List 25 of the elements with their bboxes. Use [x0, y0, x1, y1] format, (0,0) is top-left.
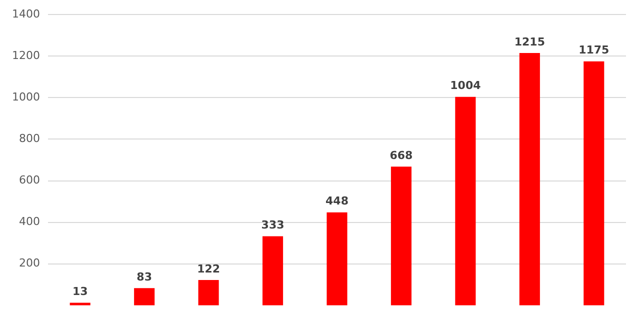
bar: [390, 166, 412, 306]
data-label: 333: [261, 218, 284, 232]
data-label: 83: [136, 270, 152, 284]
y-tick-label: 600: [18, 174, 40, 187]
bar: [70, 302, 90, 306]
y-tick-label: 1200: [12, 49, 40, 62]
y-tick-label: 1000: [12, 90, 40, 104]
data-label: 668: [390, 149, 413, 162]
bar: [455, 96, 476, 306]
y-tick-label: 800: [18, 132, 40, 146]
bar: [198, 280, 219, 306]
data-label: 448: [326, 194, 348, 208]
data-label: 13: [72, 285, 88, 298]
data-label: 1215: [514, 35, 545, 48]
bar: [519, 53, 540, 306]
y-tick-label: 1400: [12, 7, 40, 20]
bar: [262, 236, 284, 306]
data-label: 1175: [578, 44, 610, 57]
y-tick-label: 400: [18, 215, 40, 228]
data-label: 122: [197, 262, 220, 276]
y-tick-label: 200: [18, 256, 40, 270]
bar: [134, 288, 155, 306]
bar: [584, 61, 604, 306]
bar: [326, 212, 348, 306]
data-label: 1004: [450, 79, 482, 92]
